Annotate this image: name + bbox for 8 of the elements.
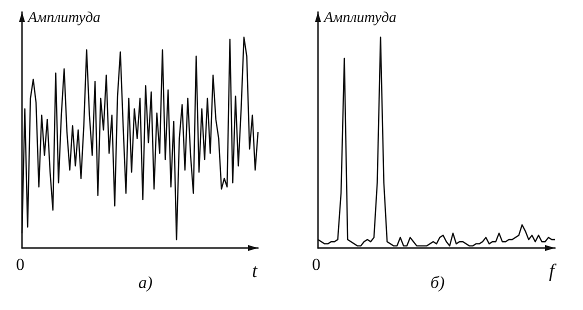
- text: 0: [312, 255, 320, 274]
- x-axis-title: f: [549, 261, 557, 282]
- y-axis-title: Амплитуда: [27, 10, 100, 26]
- y-axis-title: Амплитуда: [323, 10, 396, 26]
- x-axis-title: t: [252, 261, 258, 282]
- text: б): [430, 273, 445, 292]
- text: а): [138, 273, 153, 292]
- text: 0: [16, 255, 24, 274]
